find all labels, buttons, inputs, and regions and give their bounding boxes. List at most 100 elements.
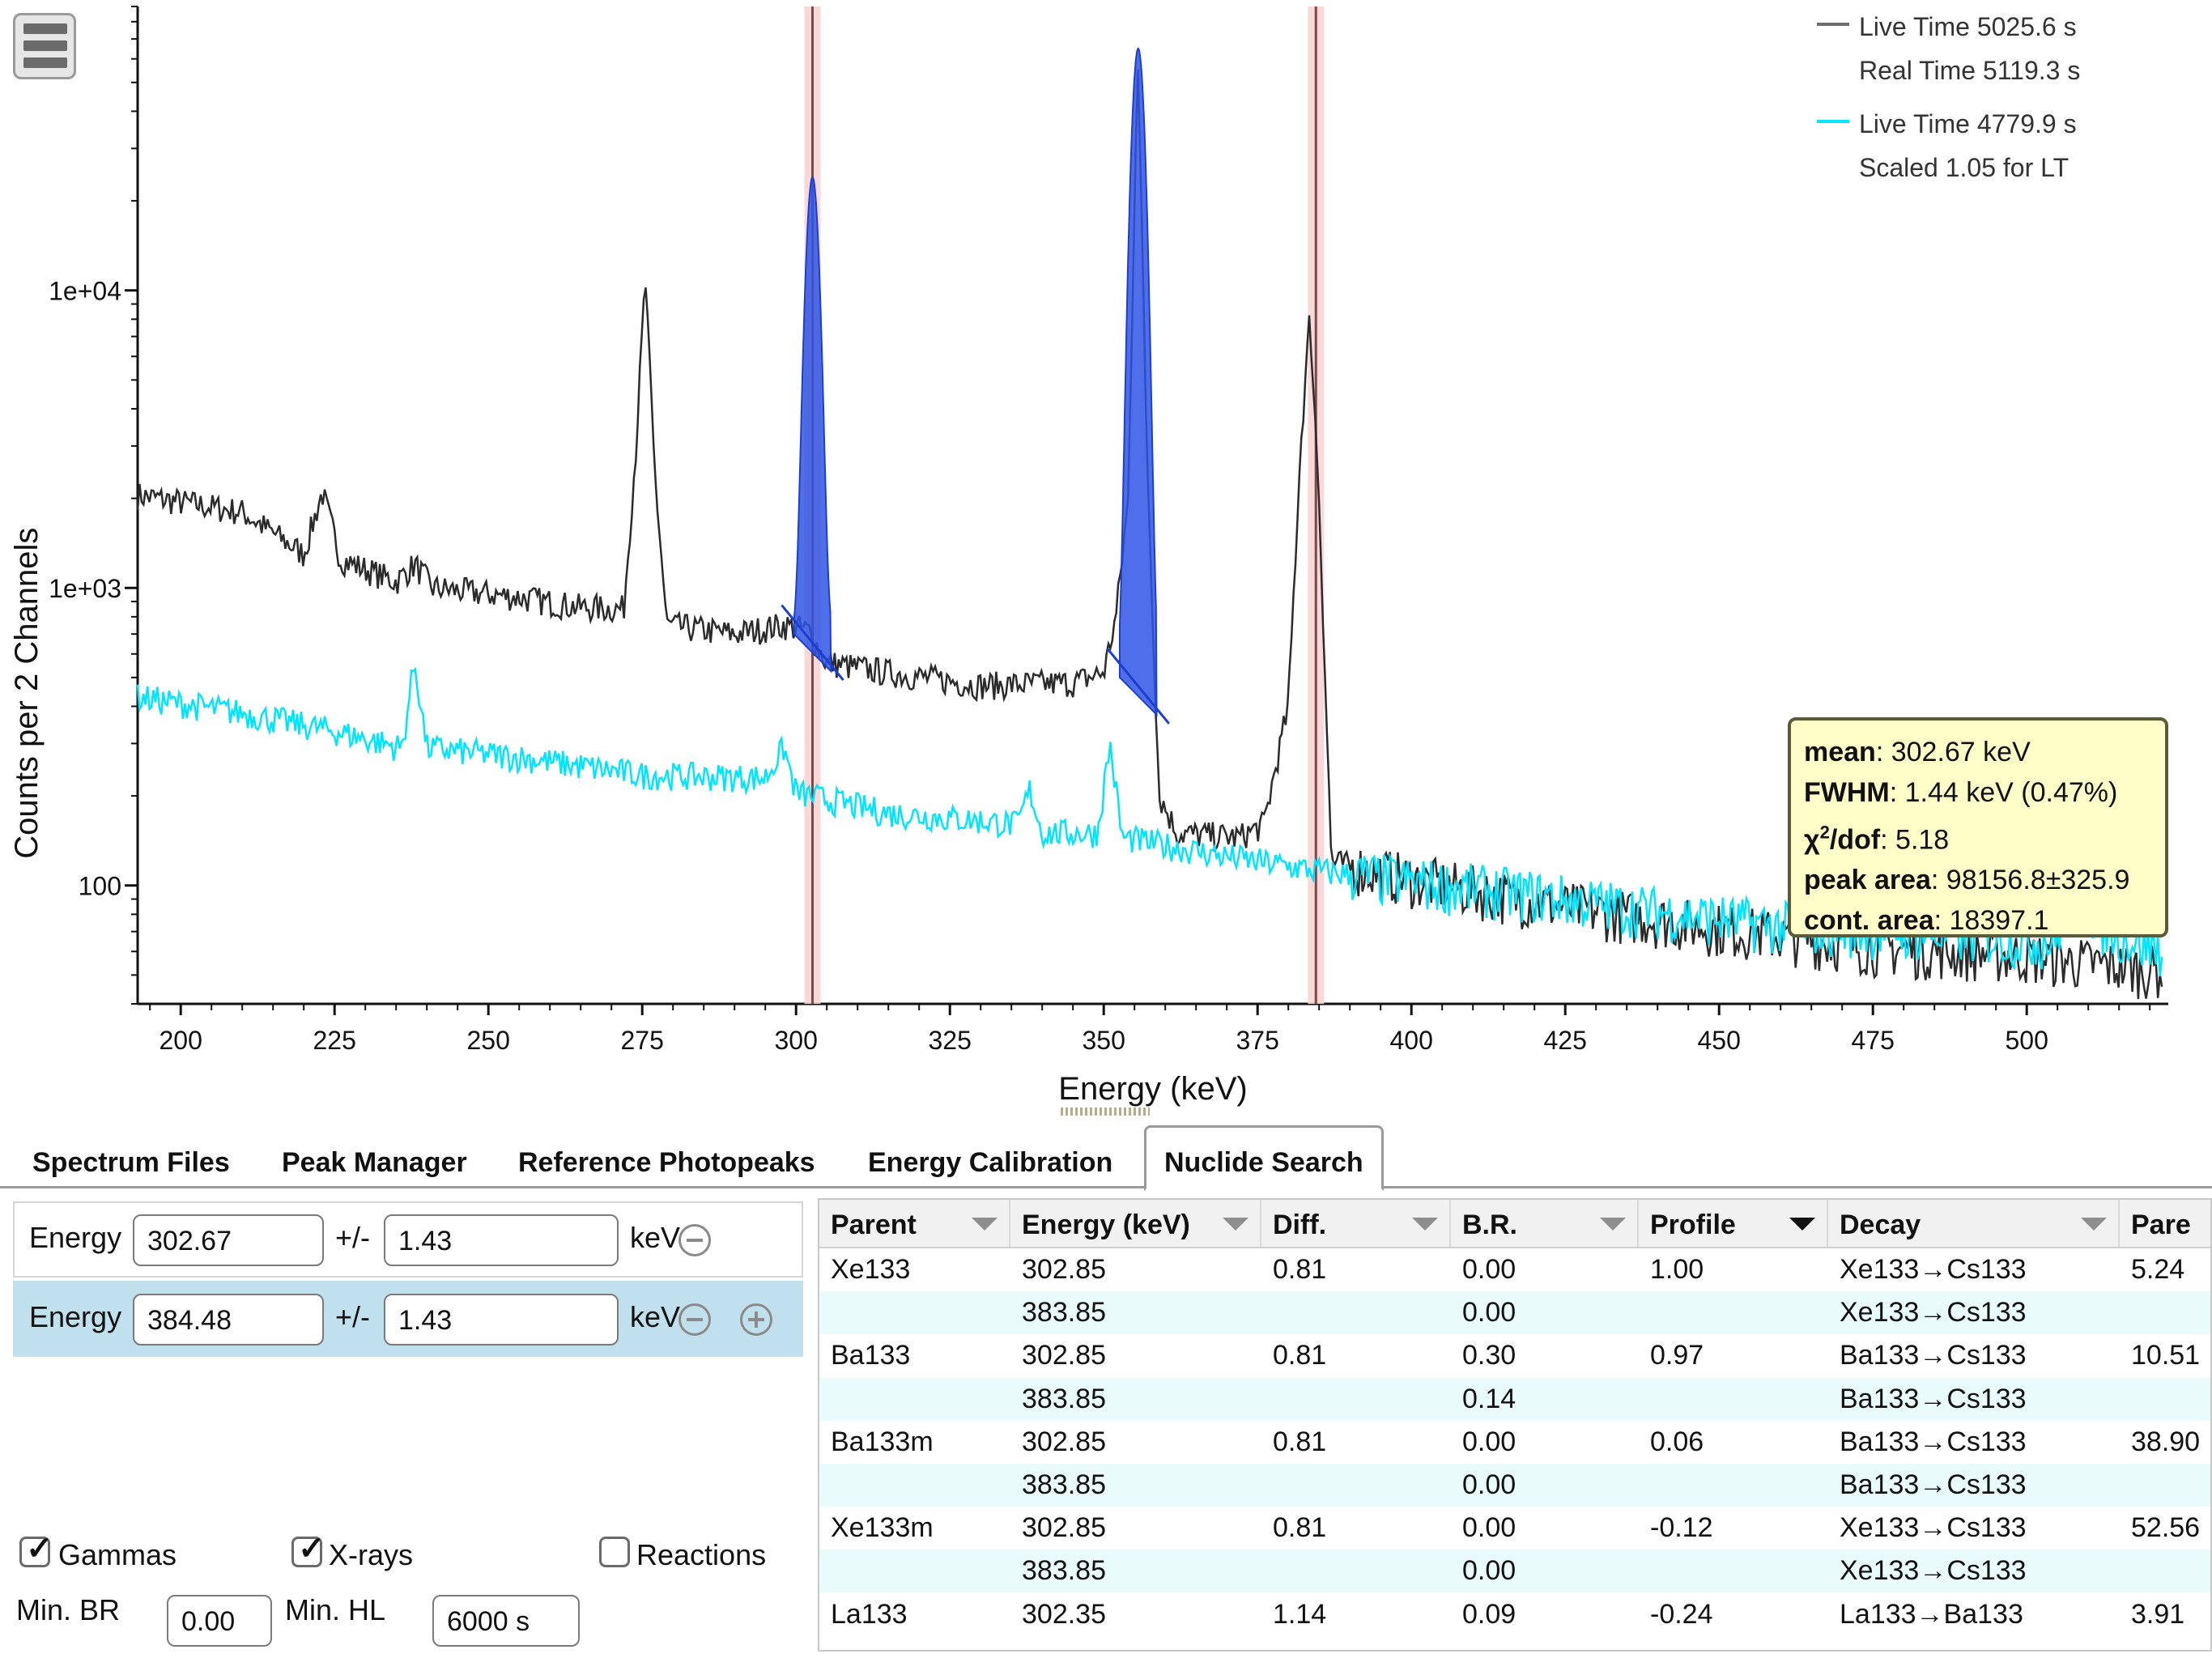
- column-header-br[interactable]: B.R.: [1451, 1200, 1639, 1247]
- y-tick-label: 1e+03: [49, 574, 121, 603]
- table-cell: [1639, 1464, 1828, 1507]
- plus-minus-label: +/-: [335, 1300, 371, 1333]
- legend-subtext: Scaled 1.05 for LT: [1859, 153, 2069, 182]
- table-cell: [2120, 1464, 2210, 1507]
- table-cell: [2120, 1291, 2210, 1334]
- table-cell: -0.12: [1650, 1512, 1713, 1544]
- table-row[interactable]: Ba133m 302.85 0.81 0.00 0.06 Ba133→Cs133 38.90: [819, 1421, 2210, 1464]
- spectrum-plot[interactable]: 200 225 250 275 300 325 350 375 400 425 450 475 500 1…: [0, 0, 2212, 1109]
- table-row[interactable]: 383.85 0.00 Ba133→Cs133: [819, 1464, 2210, 1507]
- gammas-checkbox[interactable]: ✓: [19, 1531, 53, 1567]
- reactions-checkbox[interactable]: [599, 1537, 630, 1567]
- y-axis-title: Counts per 2 Channels: [9, 528, 45, 859]
- nuclide-results-table[interactable]: Parent Energy (keV) Diff. B.R. Profile D…: [818, 1198, 2212, 1652]
- min-hl-label: Min. HL: [285, 1593, 386, 1626]
- remove-row-icon[interactable]: [678, 1303, 711, 1336]
- fitted-peak[interactable]: [793, 176, 832, 674]
- table-cell: Ba133→Cs133: [1840, 1469, 2027, 1500]
- table-cell: 383.85: [1022, 1297, 1106, 1329]
- table-cell: [1639, 1550, 1828, 1592]
- table-cell: [1639, 1291, 1828, 1334]
- table-cell: 52.56: [2131, 1512, 2201, 1544]
- table-cell: 302.85: [1022, 1254, 1106, 1285]
- unit-label: keV: [630, 1221, 681, 1254]
- xrays-checkbox[interactable]: ✓: [291, 1531, 325, 1567]
- energy-row[interactable]: Energy 302.67 +/- 1.43 keV: [13, 1201, 803, 1278]
- table-cell: -0.24: [1650, 1598, 1713, 1630]
- x-tick-label: 425: [1544, 1026, 1587, 1055]
- table-row[interactable]: 383.85 0.14 Ba133→Cs133: [819, 1377, 2210, 1421]
- tab-spectrum-files[interactable]: Spectrum Files: [32, 1147, 230, 1178]
- tooltip-chi2: χ2/dof: 5.18: [1804, 823, 1950, 856]
- energy-row-selected[interactable]: Energy 384.48 +/- 1.43 keV: [13, 1281, 803, 1357]
- table-cell: 302.85: [1022, 1426, 1106, 1457]
- fitted-peak[interactable]: [1118, 47, 1158, 717]
- column-header-parent-hl[interactable]: Pare: [2131, 1209, 2191, 1240]
- unit-label: keV: [630, 1300, 681, 1333]
- table-cell: [1261, 1291, 1451, 1334]
- sort-desc-icon: [1789, 1218, 1815, 1231]
- table-cell: Ba133→Cs133: [1840, 1340, 2027, 1371]
- table-cell: 3.91: [2131, 1598, 2185, 1630]
- column-header-parent[interactable]: Parent: [819, 1200, 1010, 1247]
- gammas-label: Gammas: [58, 1538, 177, 1571]
- column-header-diff[interactable]: Diff.: [1261, 1200, 1451, 1247]
- table-cell: Xe133→Cs133: [1840, 1555, 2027, 1587]
- energy-input[interactable]: 302.67: [133, 1214, 324, 1266]
- column-header-profile[interactable]: Profile: [1639, 1200, 1828, 1247]
- panel-resize-handle[interactable]: [1061, 1107, 1150, 1116]
- tab-reference-photopeaks[interactable]: Reference Photopeaks: [518, 1147, 815, 1178]
- peak-continuum-line: [1106, 648, 1170, 725]
- table-cell: 383.85: [1022, 1555, 1106, 1587]
- tab-energy-calibration[interactable]: Energy Calibration: [868, 1147, 1113, 1178]
- table-cell: 302.85: [1022, 1512, 1106, 1544]
- xrays-label: X-rays: [329, 1538, 414, 1571]
- table-cell: [1261, 1378, 1451, 1421]
- x-tick-label: 225: [313, 1026, 356, 1055]
- table-cell: Xe133: [831, 1254, 911, 1285]
- table-cell: 0.09: [1462, 1598, 1516, 1630]
- tab-bar: Spectrum Files Peak Manager Reference Ph…: [0, 1125, 2212, 1191]
- hamburger-menu-icon[interactable]: [13, 13, 76, 79]
- add-row-icon[interactable]: [740, 1303, 772, 1336]
- table-cell: Ba133m: [831, 1426, 934, 1457]
- table-cell: 0.00: [1462, 1469, 1516, 1500]
- min-br-input[interactable]: 0.00: [167, 1595, 272, 1647]
- table-cell: Xe133→Cs133: [1840, 1254, 2027, 1285]
- tooltip-fwhm: FWHM: 1.44 keV (0.47%): [1804, 777, 2118, 808]
- table-cell: 302.35: [1022, 1598, 1106, 1630]
- tab-peak-manager[interactable]: Peak Manager: [282, 1147, 467, 1178]
- x-tick-label: 450: [1698, 1026, 1741, 1055]
- x-tick-label: 300: [775, 1026, 818, 1055]
- table-cell: [819, 1291, 1010, 1334]
- spectrum-chart[interactable]: 200 225 250 275 300 325 350 375 400 425 450 475 500 1…: [0, 0, 2212, 1109]
- table-cell: [819, 1378, 1010, 1421]
- table-cell: 0.81: [1273, 1512, 1327, 1544]
- table-cell: 383.85: [1022, 1383, 1106, 1414]
- table-row[interactable]: Xe133m 302.85 0.81 0.00 -0.12 Xe133→Cs133 52.5…: [819, 1507, 2210, 1550]
- table-cell: 38.90: [2131, 1426, 2201, 1457]
- energy-label: Energy: [29, 1221, 122, 1254]
- tab-nuclide-search[interactable]: Nuclide Search: [1144, 1125, 1384, 1191]
- remove-row-icon[interactable]: [678, 1224, 711, 1256]
- column-header-energy[interactable]: Energy (keV): [1010, 1200, 1261, 1247]
- table-cell: [2120, 1378, 2210, 1421]
- legend-subtext: Real Time 5119.3 s: [1859, 56, 2080, 85]
- table-cell: Ba133→Cs133: [1840, 1426, 2027, 1457]
- y-tick-label: 100: [79, 872, 121, 901]
- table-cell: La133→Ba133: [1840, 1598, 2023, 1630]
- table-row[interactable]: 383.85 0.00 Xe133→Cs133: [819, 1550, 2210, 1593]
- table-cell: 0.00: [1462, 1555, 1516, 1587]
- window-input[interactable]: 1.43: [384, 1214, 619, 1266]
- window-input[interactable]: 1.43: [384, 1294, 619, 1346]
- table-row[interactable]: 383.85 0.00 Xe133→Cs133: [819, 1291, 2210, 1335]
- table-row[interactable]: Xe133 302.85 0.81 0.00 1.00 Xe133→Cs133 5.24: [819, 1248, 2210, 1291]
- table-row[interactable]: Ba133 302.85 0.81 0.30 0.97 Ba133→Cs133 10.51: [819, 1334, 2210, 1377]
- table-cell: 383.85: [1022, 1469, 1106, 1500]
- energy-input[interactable]: 384.48: [133, 1294, 324, 1346]
- peak-continuum-line: [781, 604, 844, 682]
- energy-label: Energy: [29, 1300, 122, 1333]
- column-header-decay[interactable]: Decay: [1828, 1200, 2120, 1247]
- table-row[interactable]: La133 302.35 1.14 0.09 -0.24 La133→Ba133 3.91: [819, 1593, 2210, 1636]
- min-hl-input[interactable]: 6000 s: [432, 1595, 580, 1647]
